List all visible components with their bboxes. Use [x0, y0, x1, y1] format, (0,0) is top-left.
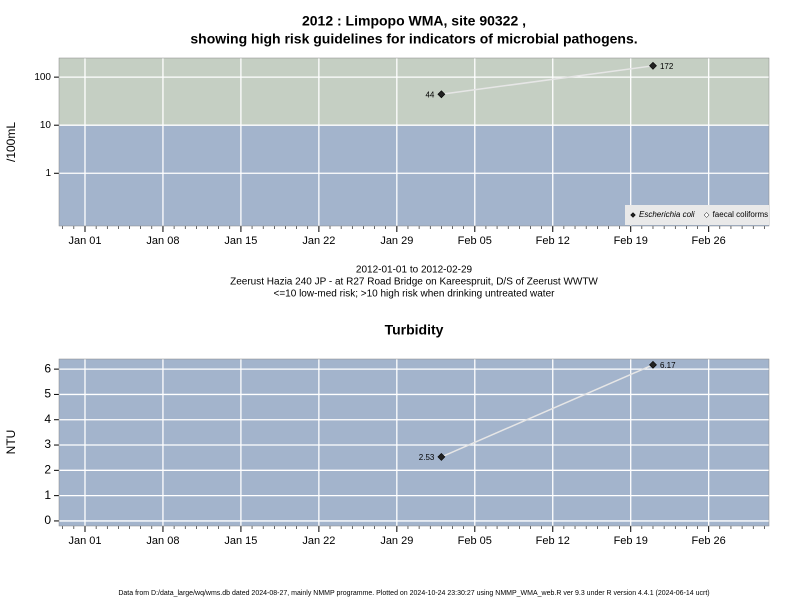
y-axis-label: NTU [4, 430, 18, 455]
x-tick-label: Feb 26 [692, 535, 726, 547]
series-line [441, 364, 654, 458]
footer: Data from D:/data_large/wq/wms.db dated … [118, 590, 709, 597]
y-tick-label: 5 [44, 387, 51, 401]
legend-box [625, 205, 769, 225]
y-tick-label: 1 [44, 488, 51, 502]
legend-label: Escherichia coli [639, 210, 695, 219]
x-tick-label: Jan 01 [68, 235, 101, 247]
chart-title: Turbidity [385, 322, 444, 338]
x-tick-label: Feb 19 [614, 235, 648, 247]
x-tick-label: Feb 12 [536, 235, 570, 247]
data-point [649, 61, 657, 70]
y-tick-label: 3 [44, 437, 51, 451]
data-label: 44 [425, 90, 434, 99]
legend-marker [630, 212, 636, 218]
x-tick-label: Jan 01 [68, 535, 101, 547]
x-tick-label: Jan 15 [224, 235, 257, 247]
plot-background [59, 359, 769, 526]
x-tick-label: Feb 05 [458, 235, 492, 247]
data-label: 172 [660, 62, 674, 71]
y-tick-label: 6 [44, 361, 51, 375]
x-tick-label: Jan 29 [380, 535, 413, 547]
x-tick-label: Jan 08 [146, 535, 179, 547]
y-tick-label: 4 [44, 412, 51, 426]
annotation: 2012-01-01 to 2012-02-29 [356, 265, 473, 276]
annotation: <=10 low-med risk; >10 high risk when dr… [274, 289, 556, 300]
plot-frame [58, 358, 770, 527]
y-tick-label: 2 [44, 463, 51, 477]
data-point [437, 452, 446, 461]
x-tick-label: Jan 29 [380, 235, 413, 247]
plot-frame [58, 57, 770, 227]
data-point [437, 90, 446, 99]
x-tick-label: Jan 15 [224, 535, 257, 547]
y-axis-label: /100mL [4, 122, 18, 162]
legend-marker [703, 212, 710, 218]
x-tick-label: Jan 22 [302, 235, 335, 247]
y-tick-label: 0 [44, 513, 51, 527]
chart-title: showing high risk guidelines for indicat… [190, 31, 637, 47]
chart-title: 2012 : Limpopo WMA, site 90322 , [302, 13, 526, 29]
y-tick-label: 10 [40, 120, 52, 131]
x-tick-label: Feb 26 [692, 235, 726, 247]
series-line [441, 65, 654, 96]
legend-label: faecal coliforms [713, 210, 769, 219]
data-label: 2.53 [419, 453, 435, 462]
data-point [649, 360, 657, 369]
data-label: 6.17 [660, 361, 676, 370]
x-tick-label: Jan 22 [302, 535, 335, 547]
x-tick-label: Feb 12 [536, 535, 570, 547]
risk-band-high [59, 58, 769, 126]
y-tick-label: 100 [34, 72, 51, 83]
x-tick-label: Feb 19 [614, 535, 648, 547]
x-tick-label: Feb 05 [458, 535, 492, 547]
x-tick-label: Jan 08 [146, 235, 179, 247]
y-tick-label: 1 [45, 168, 51, 179]
annotation: Zeerust Hazia 240 JP - at R27 Road Bridg… [230, 277, 598, 288]
